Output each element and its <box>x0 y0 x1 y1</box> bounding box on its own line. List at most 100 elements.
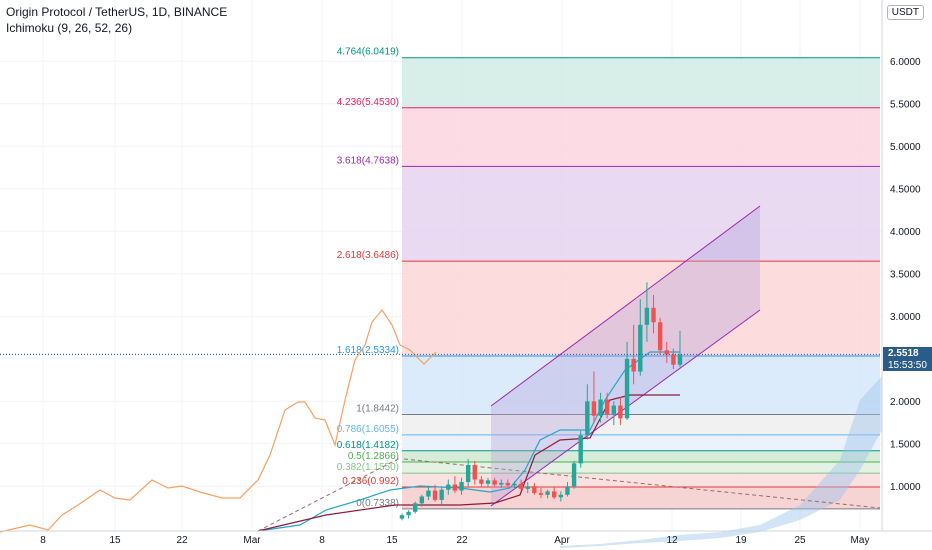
candle-body <box>585 401 590 436</box>
fib-band <box>402 461 880 474</box>
candle-body <box>558 494 564 498</box>
last-price-tag: 2.5518 <box>883 347 932 360</box>
fib-level-label: 0.786(1.6055) <box>337 424 399 435</box>
candle-body <box>651 307 656 323</box>
x-tick-label: 8 <box>319 535 325 546</box>
candle-body <box>591 401 597 416</box>
y-tick-label: 6.0000 <box>890 57 921 68</box>
candle-body <box>638 324 643 372</box>
currency-button[interactable]: USDT <box>886 5 924 20</box>
fib-level-label: 0.5(1.2866) <box>348 451 399 462</box>
y-tick-label: 3.0000 <box>890 312 921 323</box>
fib-band <box>402 57 880 108</box>
x-tick-label: 8 <box>40 535 46 546</box>
fib-level-label: 2.618(3.6486) <box>337 250 399 261</box>
fib-level-label: 3.618(4.7638) <box>337 155 399 166</box>
candle-body <box>532 486 537 494</box>
candles <box>399 282 683 521</box>
candle-body <box>664 350 669 355</box>
x-tick-label: 12 <box>666 535 678 546</box>
x-tick-label: 22 <box>176 535 188 546</box>
fib-level-label: 1(1.8442) <box>356 404 399 415</box>
x-tick-label: 15 <box>109 535 121 546</box>
y-tick-label: 2.0000 <box>890 397 921 408</box>
candle-body <box>505 482 511 486</box>
candle-body <box>677 354 683 365</box>
candle-body <box>657 322 663 351</box>
chart-title: Origin Protocol / TetherUS, 1D, BINANCE <box>6 5 228 19</box>
fib-band <box>402 414 880 435</box>
candle-body <box>439 489 444 500</box>
candle-body <box>413 503 418 512</box>
candle-body <box>465 465 471 483</box>
fib-level-label: 0.382(1.1550) <box>337 462 399 473</box>
y-tick-label: 5.5000 <box>890 99 921 110</box>
candle-body <box>452 484 458 491</box>
x-tick-label: 22 <box>456 535 468 546</box>
kijun-line <box>257 394 680 532</box>
fib-level-label: 4.764(6.0419) <box>337 47 399 58</box>
candle-body <box>525 486 530 489</box>
candle-body <box>459 482 464 491</box>
candle-body <box>552 491 557 498</box>
candle-body <box>565 486 570 495</box>
fib-level-label: 4.236(5.4530) <box>337 97 399 108</box>
fib-level-label: 1.618(2.5334) <box>337 345 399 356</box>
x-tick-label: May <box>851 535 870 546</box>
candle-body <box>479 479 484 484</box>
trendline-dashed <box>403 458 881 509</box>
time-axis: 8 15 22 Mar 8 15 22 Apr 12 19 25 May <box>0 530 932 546</box>
fib-level-label: 0.236(0.992) <box>342 476 399 487</box>
candle-body <box>419 496 425 504</box>
candle-body <box>578 435 583 464</box>
fib-level-label: 0(0.7338) <box>356 498 399 509</box>
candle-body <box>406 511 411 516</box>
fib-level-label: 0.618(1.4182) <box>337 440 399 451</box>
candle-body <box>644 307 650 325</box>
ichimoku-cloud <box>560 376 882 548</box>
candle-body <box>538 493 544 495</box>
y-tick-label: 1.0000 <box>890 482 921 493</box>
candle-body <box>571 463 577 487</box>
candle-body <box>426 490 431 497</box>
candle-body <box>485 480 491 484</box>
fib-band <box>402 434 880 451</box>
fib-band <box>402 166 880 262</box>
fib-extension: 0(0.7338) 0.236(0.992) 0.382(1.1550)0.5(1.… <box>337 47 880 510</box>
x-tick-label: Apr <box>554 535 570 546</box>
candle-body <box>624 358 630 419</box>
channel-upper-line <box>490 205 761 407</box>
x-tick-label: 19 <box>735 535 747 546</box>
candle-body <box>446 484 451 490</box>
candle-body <box>512 483 517 486</box>
candle-body <box>604 399 610 415</box>
x-tick-label: 15 <box>386 535 398 546</box>
fib-band <box>402 107 880 167</box>
candle-body <box>631 358 636 372</box>
candle-body <box>598 399 603 416</box>
candle-body <box>472 465 477 480</box>
candle-body <box>432 490 438 500</box>
y-tick-label: 5.0000 <box>890 142 921 153</box>
y-tick-label: 1.5000 <box>890 439 921 450</box>
candle-body <box>499 482 504 485</box>
y-tick-label: 4.5000 <box>890 184 921 195</box>
candle-body <box>399 515 405 519</box>
lagging-span-line <box>0 308 437 533</box>
y-tick-label: 4.0000 <box>890 227 921 238</box>
candle-body <box>518 483 524 489</box>
indicator-label[interactable]: Ichimoku (9, 26, 52, 26) <box>6 21 133 35</box>
candle-body <box>611 405 616 415</box>
price-axis: 1.00001.50002.00002.50003.00003.50004.00… <box>881 0 921 531</box>
x-tick-label: Mar <box>243 535 261 546</box>
tenkan-line <box>257 351 680 532</box>
candle-body <box>545 491 550 495</box>
candle-body <box>671 354 676 365</box>
trendline-dashed <box>257 457 401 532</box>
candle-body <box>618 405 623 419</box>
bar-countdown-tag: 15:53:50 <box>883 360 932 371</box>
y-tick-label: 3.5000 <box>890 269 921 280</box>
cloud-area <box>560 376 882 548</box>
